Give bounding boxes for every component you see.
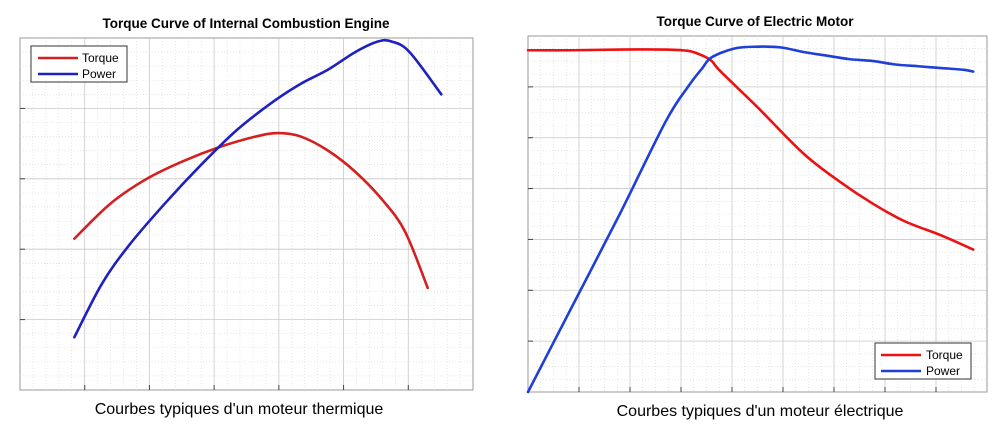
chart-caption: Courbes typiques d'un moteur électrique bbox=[617, 403, 904, 420]
series-line-torque bbox=[73, 131, 429, 290]
chart-title: Torque Curve of Electric Motor bbox=[656, 14, 854, 29]
series-line-power bbox=[526, 45, 975, 394]
series-lines bbox=[526, 45, 975, 394]
legend-power-label: Power bbox=[82, 67, 116, 81]
legend-torque-label: Torque bbox=[926, 348, 963, 362]
legend-torque-label: Torque bbox=[82, 51, 119, 65]
series-lines bbox=[73, 38, 443, 339]
series-line-torque bbox=[526, 48, 975, 251]
series-line-power bbox=[73, 38, 443, 339]
plot-area bbox=[19, 37, 474, 391]
grid bbox=[20, 38, 473, 390]
chart-electric-motor: Torque Curve of Electric Motor Torque Po… bbox=[526, 14, 988, 420]
legend-box bbox=[30, 45, 128, 83]
legend-box bbox=[874, 342, 972, 380]
chart-title: Torque Curve of Internal Combustion Engi… bbox=[102, 16, 389, 31]
legend-power-label: Power bbox=[926, 364, 960, 378]
legend: Torque Power bbox=[874, 342, 972, 380]
legend: Torque Power bbox=[30, 45, 128, 83]
chart-caption: Courbes typiques d'un moteur thermique bbox=[95, 401, 384, 418]
chart-internal-combustion: Torque Curve of Internal Combustion Engi… bbox=[19, 16, 474, 418]
